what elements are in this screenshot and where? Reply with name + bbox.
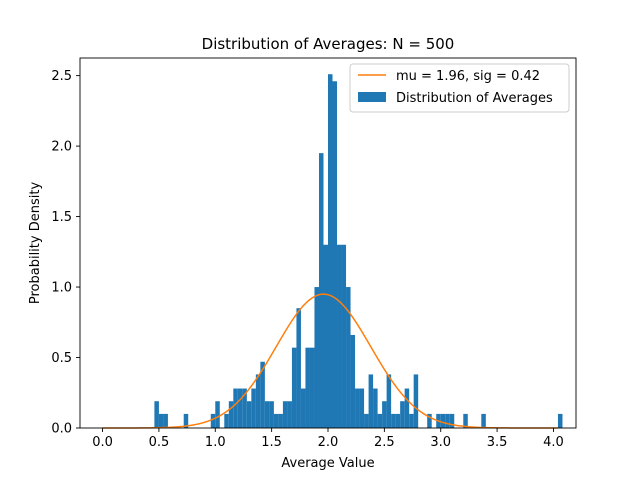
histogram-bar [386, 374, 392, 428]
histogram-bar [337, 244, 342, 428]
histogram-bar [341, 244, 347, 428]
fit-curve-line [102, 293, 558, 429]
y-axis-title: Probability Density [28, 182, 43, 305]
histogram-bar [183, 413, 189, 428]
histogram-bar [251, 388, 256, 428]
histogram-bar [355, 388, 360, 428]
histogram-bar [481, 413, 486, 428]
x-tick-label: 3.0 [430, 435, 451, 450]
y-axis-ticks: 0.0 0.5 1.0 1.5 2.0 2.5 [51, 69, 80, 437]
histogram-bar [287, 401, 292, 428]
x-axis-title: Average Value [281, 456, 374, 471]
x-tick-label: 2.5 [374, 435, 395, 450]
histogram-bar [264, 401, 270, 428]
histogram-bar [427, 413, 432, 428]
x-tick-label: 4.0 [543, 435, 564, 450]
histogram-bar [228, 401, 234, 428]
x-tick-label: 1.0 [205, 435, 226, 450]
histogram-bar [557, 413, 563, 428]
legend-box [349, 63, 570, 113]
x-tick-label: 3.5 [487, 435, 508, 450]
histogram-bar [305, 347, 310, 428]
legend-histogram-label: Distribution of Averages [396, 91, 553, 106]
y-tick-label: 0.5 [51, 351, 72, 366]
histogram-bar [359, 388, 365, 428]
histogram-bar [463, 413, 468, 428]
y-tick-label: 1.0 [51, 281, 72, 296]
y-tick-label: 0.0 [51, 422, 72, 437]
histogram-bar [224, 413, 229, 428]
histogram-bar [400, 401, 405, 428]
legend-histogram-swatch [358, 92, 386, 102]
histogram-bar [237, 388, 243, 428]
histogram-bar [300, 388, 306, 428]
histogram-bar [309, 347, 315, 428]
histogram-bars [154, 74, 563, 428]
histogram-bar [449, 413, 455, 428]
histogram-bar [282, 401, 288, 428]
histogram-bar [255, 374, 261, 428]
histogram-bar [233, 388, 238, 428]
histogram-bar [291, 347, 297, 428]
histogram-bar [314, 287, 319, 428]
chart-title: Distribution of Averages: N = 500 [202, 35, 455, 53]
histogram-bar [210, 413, 216, 428]
legend-curve-label: mu = 1.96, sig = 0.42 [396, 69, 540, 84]
histogram-bar [404, 388, 410, 428]
histogram-bar [323, 244, 328, 428]
x-tick-label: 0.0 [92, 435, 113, 450]
x-tick-label: 1.5 [261, 435, 282, 450]
histogram-bar [163, 413, 168, 428]
histogram-bar [269, 401, 274, 428]
x-axis-ticks: 0.0 0.5 1.0 1.5 2.0 2.5 3.0 3.5 4.0 [92, 428, 564, 450]
histogram-bar [260, 361, 265, 428]
histogram-bar [215, 401, 220, 428]
y-tick-label: 1.5 [51, 210, 72, 225]
histogram-bar [373, 388, 378, 428]
histogram-bar [273, 413, 279, 428]
x-tick-label: 0.5 [149, 435, 170, 450]
histogram-bar [413, 374, 419, 428]
histogram-bar [246, 401, 252, 428]
histogram-bar [332, 81, 338, 428]
histogram-bar [391, 413, 396, 428]
histogram-bar [346, 287, 351, 428]
histogram-bar [368, 374, 374, 428]
histogram-bar [318, 153, 324, 428]
histogram-bar [409, 413, 414, 428]
legend: mu = 1.96, sig = 0.42 Distribution of Av… [349, 63, 570, 113]
histogram-bar [364, 413, 369, 428]
histogram-bar [350, 334, 356, 428]
x-tick-label: 2.0 [318, 435, 339, 450]
histogram-bar [158, 413, 164, 428]
y-tick-label: 2.0 [51, 140, 72, 155]
histogram-bar [440, 413, 446, 428]
histogram-bar [154, 401, 159, 428]
y-tick-label: 2.5 [51, 69, 72, 84]
histogram-bar [278, 413, 283, 428]
histogram-bar [242, 388, 247, 428]
histogram-bar [382, 401, 387, 428]
histogram-bar [377, 413, 383, 428]
histogram-bar [296, 308, 301, 428]
histogram-bar [445, 413, 450, 428]
histogram-bar [395, 413, 401, 428]
histogram-bar [328, 74, 333, 428]
